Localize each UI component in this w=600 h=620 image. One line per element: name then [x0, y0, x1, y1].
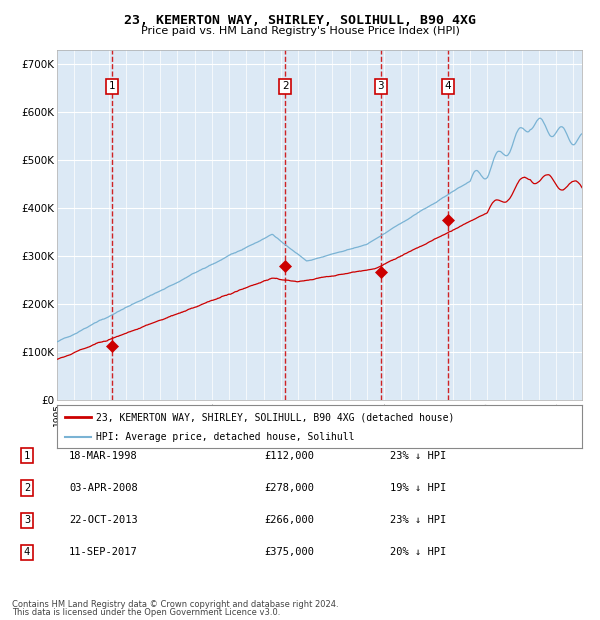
Text: This data is licensed under the Open Government Licence v3.0.: This data is licensed under the Open Gov… — [12, 608, 280, 617]
Text: 20% ↓ HPI: 20% ↓ HPI — [390, 547, 446, 557]
Text: 22-OCT-2013: 22-OCT-2013 — [69, 515, 138, 525]
Text: 03-APR-2008: 03-APR-2008 — [69, 483, 138, 493]
Text: 23% ↓ HPI: 23% ↓ HPI — [390, 515, 446, 525]
Text: £112,000: £112,000 — [264, 451, 314, 461]
Text: 23, KEMERTON WAY, SHIRLEY, SOLIHULL, B90 4XG: 23, KEMERTON WAY, SHIRLEY, SOLIHULL, B90… — [124, 14, 476, 27]
Text: 1: 1 — [109, 81, 116, 91]
Text: Price paid vs. HM Land Registry's House Price Index (HPI): Price paid vs. HM Land Registry's House … — [140, 26, 460, 36]
Text: HPI: Average price, detached house, Solihull: HPI: Average price, detached house, Soli… — [97, 432, 355, 442]
Text: 23% ↓ HPI: 23% ↓ HPI — [390, 451, 446, 461]
Text: 2: 2 — [282, 81, 289, 91]
Text: £375,000: £375,000 — [264, 547, 314, 557]
Text: 19% ↓ HPI: 19% ↓ HPI — [390, 483, 446, 493]
Text: £266,000: £266,000 — [264, 515, 314, 525]
Text: 3: 3 — [377, 81, 384, 91]
Text: 4: 4 — [445, 81, 451, 91]
Text: £278,000: £278,000 — [264, 483, 314, 493]
Text: 2: 2 — [24, 483, 30, 493]
Text: 4: 4 — [24, 547, 30, 557]
Text: 18-MAR-1998: 18-MAR-1998 — [69, 451, 138, 461]
Text: Contains HM Land Registry data © Crown copyright and database right 2024.: Contains HM Land Registry data © Crown c… — [12, 600, 338, 609]
Text: 23, KEMERTON WAY, SHIRLEY, SOLIHULL, B90 4XG (detached house): 23, KEMERTON WAY, SHIRLEY, SOLIHULL, B90… — [97, 412, 455, 422]
Text: 11-SEP-2017: 11-SEP-2017 — [69, 547, 138, 557]
Text: 1: 1 — [24, 451, 30, 461]
Text: 3: 3 — [24, 515, 30, 525]
